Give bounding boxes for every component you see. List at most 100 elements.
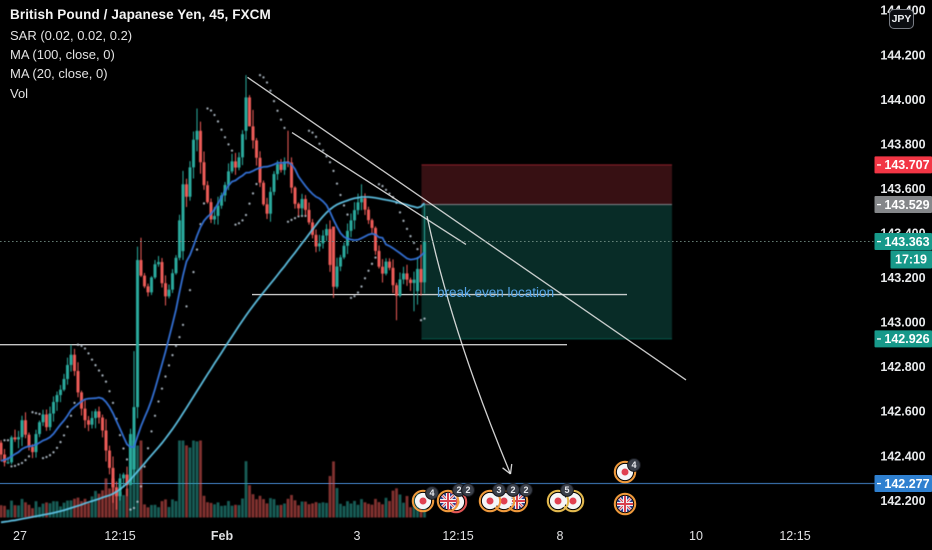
sar-dot	[31, 411, 34, 414]
break-even-note[interactable]: break even location	[437, 285, 554, 300]
candle-body	[17, 437, 20, 440]
candle-body	[293, 187, 297, 204]
price-label-text: 143.529	[884, 198, 929, 212]
volume-bar	[153, 504, 157, 518]
volume-bar	[367, 503, 370, 518]
price-axis[interactable]: 142.200 142.400 142.600 142.800 143.000 143.2…	[13, 4, 932, 543]
volume-bar	[101, 490, 104, 518]
volume-bar	[269, 498, 272, 518]
price-tick-label[interactable]: 143.200	[880, 271, 925, 285]
japan-event-icon[interactable]: 5	[546, 483, 574, 513]
japan-event-icon[interactable]: 4	[411, 486, 439, 513]
volume-bar	[363, 502, 367, 518]
price-label-text: 143.707	[884, 158, 929, 172]
candle-body	[416, 268, 419, 292]
time-tick-label[interactable]: 12:15	[779, 529, 810, 543]
volume-bar	[398, 494, 402, 518]
price-tick-label[interactable]: 142.800	[880, 360, 925, 374]
time-tick-label[interactable]: Feb	[211, 529, 234, 543]
volume-bar	[174, 501, 178, 518]
time-tick-label[interactable]: 12:15	[442, 529, 473, 543]
trendline-inner[interactable]	[291, 132, 467, 246]
volume-bar	[230, 505, 234, 518]
time-tick-label[interactable]: 12:15	[104, 529, 135, 543]
horizontal-drawings[interactable]	[0, 293, 875, 485]
profit-zone[interactable]	[421, 204, 673, 339]
target-price-label[interactable]: 142.926	[874, 330, 932, 348]
sar-dot	[73, 401, 76, 405]
last-price-label[interactable]: 143.363	[874, 233, 932, 251]
volume-bar	[409, 507, 412, 518]
price-tick-label[interactable]: 142.400	[880, 449, 925, 463]
time-tick-label[interactable]: 3	[354, 529, 361, 543]
economic-event-icons[interactable]: 4 2 2 223 54	[411, 458, 641, 516]
sar-dot	[227, 143, 230, 146]
japan-event-icon[interactable]: 3	[478, 483, 506, 513]
sar-dot	[405, 227, 409, 230]
sar-dot	[346, 213, 349, 216]
sar-dot	[83, 347, 87, 350]
japan-event-icon[interactable]: 4	[613, 458, 641, 484]
trend-drawings[interactable]: break even location	[0, 76, 875, 475]
candle-body	[41, 414, 45, 423]
volume-bar	[391, 490, 395, 518]
event-count: 5	[564, 485, 569, 495]
sar-dot	[276, 109, 279, 112]
candle-body	[139, 260, 143, 276]
symbol-title[interactable]: British Pound / Japanese Yen, 45, FXCM	[10, 7, 271, 22]
price-tick-label[interactable]: 144.200	[880, 48, 925, 62]
candle-body	[83, 408, 87, 421]
candle-body	[398, 279, 402, 296]
sar-dot	[286, 220, 290, 223]
projection-arrow[interactable]	[426, 216, 512, 475]
candle-body	[395, 285, 398, 296]
indicator-vol[interactable]: Vol	[10, 85, 29, 101]
sar-dot	[223, 136, 227, 139]
indicator-ma20[interactable]: MA (20, close, 0)	[10, 66, 108, 82]
time-tick-label[interactable]: 8	[557, 529, 564, 543]
price-tick-label[interactable]: 143.000	[880, 316, 925, 330]
candle-body	[24, 420, 27, 435]
stop-zone[interactable]	[421, 164, 673, 205]
sar-dot	[181, 323, 185, 327]
sar-dot	[17, 463, 20, 466]
event-count: 2	[510, 485, 515, 495]
price-tick-label[interactable]: 144.000	[880, 93, 925, 107]
candle-body	[90, 418, 94, 425]
candle-body	[328, 229, 332, 265]
volume-bar	[248, 485, 251, 518]
volume-bar	[300, 501, 304, 518]
indicator-ma100[interactable]: MA (100, close, 0)	[10, 46, 115, 62]
price-tick-label[interactable]: 143.800	[880, 137, 925, 151]
time-tick-label[interactable]: 27	[13, 529, 27, 543]
volume-bar	[283, 503, 286, 518]
volume-bar	[402, 502, 405, 518]
volume-bar	[76, 497, 80, 518]
candle-body	[31, 446, 34, 453]
candle-body	[48, 413, 52, 428]
price-label-text: 143.363	[884, 235, 929, 249]
volume-bar	[332, 461, 335, 518]
candles	[0, 75, 426, 510]
entry-price-label[interactable]: 143.529	[874, 196, 932, 214]
uk-event-icon[interactable]	[613, 492, 637, 516]
volume-bar	[188, 447, 192, 518]
price-tick-label[interactable]: 142.200	[880, 494, 925, 508]
price-tick-label[interactable]: 143.600	[880, 182, 925, 196]
candle-body	[146, 286, 150, 293]
sar-dot	[101, 374, 104, 377]
trendline-main[interactable]	[247, 76, 687, 381]
time-tick-label[interactable]: 10	[689, 529, 703, 543]
currency-toggle-button[interactable]: JPY	[889, 8, 914, 29]
short-position-tool[interactable]	[421, 164, 673, 340]
volume-bar	[419, 502, 423, 518]
stop-price-label[interactable]: 143.707	[874, 156, 932, 174]
candle-body	[241, 134, 244, 158]
sar-dot	[87, 352, 90, 355]
volume-bar	[17, 505, 20, 518]
price-tick-label[interactable]: 142.600	[880, 405, 925, 419]
alert-price-label[interactable]: 142.277	[874, 475, 932, 493]
candle-body	[199, 130, 202, 163]
indicator-sar[interactable]: SAR (0.02, 0.02, 0.2)	[10, 27, 133, 43]
